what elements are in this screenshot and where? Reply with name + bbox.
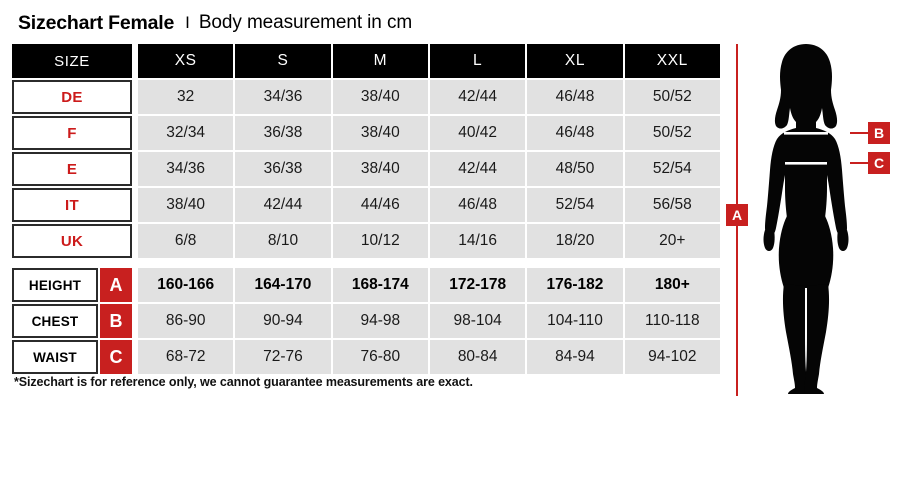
cell-e-l: 42/44 [429,152,526,186]
cell-height-xs: 160-166 [138,268,234,302]
cell-uk-xl: 18/20 [527,224,623,258]
row-values-it: 38/40 42/44 44/46 46/48 52/54 56/58 [138,188,720,222]
column-header-s: S [235,44,331,78]
cell-e-xs: 34/36 [138,152,234,186]
badge-c-icon: C [100,340,132,374]
row-values-de: 32 34/36 38/40 42/44 46/48 50/52 [138,80,720,114]
cell-chest-xl: 104-110 [527,304,623,338]
cell-height-m: 168-174 [332,268,428,302]
cell-chest-m: 94-98 [332,304,428,338]
cell-uk-s: 8/10 [235,224,331,258]
cell-e-xxl: 52/54 [624,152,720,186]
cell-uk-l: 14/16 [429,224,526,258]
diagram-badge-b-icon: B [868,122,890,144]
row-label-f: F [12,116,132,150]
page-title: Sizechart Female I Body measurement in c… [18,8,412,38]
column-header-m: M [332,44,428,78]
cell-it-m: 44/46 [332,188,428,222]
cell-it-xxl: 56/58 [624,188,720,222]
cell-chest-l: 98-104 [429,304,526,338]
cell-chest-s: 90-94 [235,304,331,338]
row-values-f: 32/34 36/38 38/40 40/42 46/48 50/52 [138,116,720,150]
row-label-waist: WAIST [12,340,98,374]
cell-chest-xs: 86-90 [138,304,234,338]
table-row: IT 38/40 42/44 44/46 46/48 52/54 56/58 [12,188,720,222]
row-values-waist: 68-72 72-76 76-80 80-84 84-94 94-102 [138,340,720,374]
row-label-chest: CHEST [12,304,98,338]
body-measurement-diagram: A B C [722,40,897,400]
cell-e-s: 36/38 [235,152,331,186]
cell-it-xs: 38/40 [138,188,234,222]
row-label-it: IT [12,188,132,222]
cell-de-l: 42/44 [429,80,526,114]
row-values-uk: 6/8 8/10 10/12 14/16 18/20 20+ [138,224,720,258]
table-row: UK 6/8 8/10 10/12 14/16 18/20 20+ [12,224,720,258]
row-label-de: DE [12,80,132,114]
table-row: HEIGHT A 160-166 164-170 168-174 172-178… [12,268,720,302]
row-label-height: HEIGHT [12,268,98,302]
cell-it-xl: 52/54 [527,188,623,222]
table-row: F 32/34 36/38 38/40 40/42 46/48 50/52 [12,116,720,150]
cell-it-l: 46/48 [429,188,526,222]
table-row: WAIST C 68-72 72-76 76-80 80-84 84-94 94… [12,340,720,374]
cell-height-s: 164-170 [235,268,331,302]
cell-uk-m: 10/12 [332,224,428,258]
diagram-badge-c-icon: C [868,152,890,174]
row-values-height: 160-166 164-170 168-174 172-178 176-182 … [138,268,720,302]
cell-f-s: 36/38 [235,116,331,150]
column-header-xl: XL [527,44,623,78]
cell-height-xl: 176-182 [527,268,623,302]
cell-e-m: 38/40 [332,152,428,186]
cell-e-xl: 48/50 [527,152,623,186]
page-title-main: Sizechart Female [18,11,175,34]
cell-it-s: 42/44 [235,188,331,222]
waist-band-line [785,162,827,165]
cell-height-xxl: 180+ [624,268,720,302]
cell-chest-xxl: 110-118 [624,304,720,338]
cell-height-l: 172-178 [429,268,526,302]
row-values-e: 34/36 36/38 38/40 42/44 48/50 52/54 [138,152,720,186]
cell-f-xs: 32/34 [138,116,234,150]
size-column-headers: XS S M L XL XXL [138,44,720,78]
chest-band-line [784,132,828,135]
column-header-xs: XS [138,44,234,78]
cell-de-xl: 46/48 [527,80,623,114]
row-label-e: E [12,152,132,186]
cell-uk-xxl: 20+ [624,224,720,258]
cell-waist-m: 76-80 [332,340,428,374]
cell-waist-xxl: 94-102 [624,340,720,374]
sizechart-table: SIZE XS S M L XL XXL DE 32 34/36 38/40 4… [12,44,720,376]
badge-a-icon: A [100,268,132,302]
cell-f-m: 38/40 [332,116,428,150]
title-separator: I [185,13,190,32]
cell-uk-xs: 6/8 [138,224,234,258]
table-header-row: SIZE XS S M L XL XXL [12,44,720,78]
cell-f-xxl: 50/52 [624,116,720,150]
cell-f-xl: 46/48 [527,116,623,150]
page-title-subtitle: Body measurement in cm [198,12,413,33]
column-header-size: SIZE [12,44,132,78]
cell-waist-l: 80-84 [429,340,526,374]
table-row: CHEST B 86-90 90-94 94-98 98-104 104-110… [12,304,720,338]
table-row: E 34/36 36/38 38/40 42/44 48/50 52/54 [12,152,720,186]
row-label-uk: UK [12,224,132,258]
cell-f-l: 40/42 [429,116,526,150]
female-silhouette-icon [763,44,849,394]
column-header-xxl: XXL [624,44,720,78]
column-header-l: L [429,44,526,78]
disclaimer-text: *Sizechart is for reference only, we can… [14,375,473,389]
diagram-badge-a-icon: A [726,204,748,226]
cell-de-xxl: 50/52 [624,80,720,114]
row-values-chest: 86-90 90-94 94-98 98-104 104-110 110-118 [138,304,720,338]
cell-waist-s: 72-76 [235,340,331,374]
badge-b-icon: B [100,304,132,338]
waist-leader-line [850,162,868,164]
cell-waist-xs: 68-72 [138,340,234,374]
cell-de-s: 34/36 [235,80,331,114]
cell-de-xs: 32 [138,80,234,114]
cell-waist-xl: 84-94 [527,340,623,374]
chest-leader-line [850,132,868,134]
cell-de-m: 38/40 [332,80,428,114]
table-row: DE 32 34/36 38/40 42/44 46/48 50/52 [12,80,720,114]
